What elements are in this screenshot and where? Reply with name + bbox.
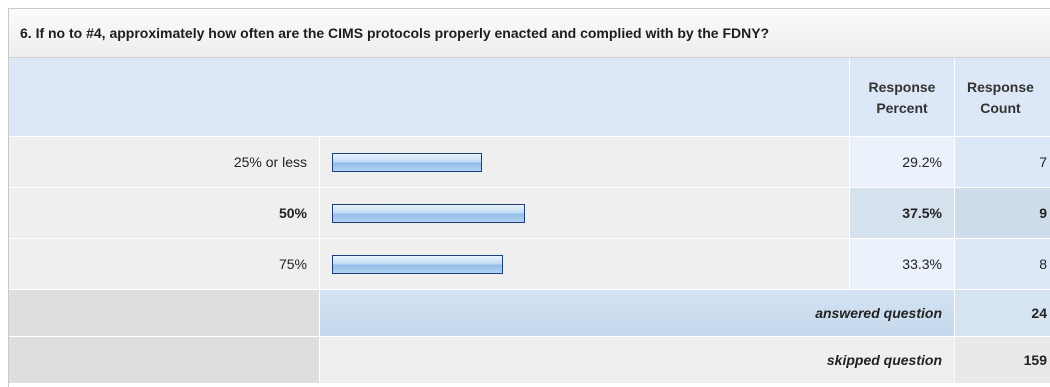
response-bar <box>332 153 482 172</box>
answer-row: 75% 33.3% 8 <box>9 239 1050 290</box>
response-count-header-label: Response Count <box>967 78 1034 116</box>
response-percent: 37.5% <box>849 188 954 238</box>
answered-question-row: answered question 24 <box>9 290 1050 337</box>
response-count: 7 <box>954 137 1050 187</box>
response-count: 9 <box>954 188 1050 238</box>
answer-label: 50% <box>9 188 319 238</box>
summary-spacer <box>9 290 319 336</box>
answer-label: 75% <box>9 239 319 289</box>
response-percent: 29.2% <box>849 137 954 187</box>
response-bar <box>332 204 525 223</box>
response-percent: 33.3% <box>849 239 954 289</box>
question-title-row: 6. If no to #4, approximately how often … <box>9 9 1050 58</box>
summary-spacer <box>9 337 319 383</box>
answer-row: 50% 37.5% 9 <box>9 188 1050 239</box>
survey-question-panel: 6. If no to #4, approximately how often … <box>8 8 1050 387</box>
skipped-question-label: skipped question <box>319 337 954 383</box>
bar-cell <box>319 137 849 187</box>
answered-question-value: 24 <box>954 290 1050 336</box>
answered-question-label: answered question <box>319 290 954 336</box>
question-title: 6. If no to #4, approximately how often … <box>20 25 770 41</box>
response-percent-header: Response Percent <box>849 58 954 137</box>
skipped-question-value: 159 <box>954 337 1050 383</box>
response-count-header: Response Count <box>954 58 1050 137</box>
response-count: 8 <box>954 239 1050 289</box>
response-bar <box>332 255 503 274</box>
answer-label: 25% or less <box>9 137 319 187</box>
bar-cell <box>319 239 849 289</box>
bar-cell <box>319 188 849 238</box>
column-header-row: Response Percent Response Count <box>9 58 1050 137</box>
answer-row: 25% or less 29.2% 7 <box>9 137 1050 188</box>
skipped-question-row: skipped question 159 <box>9 337 1050 384</box>
response-percent-header-label: Response Percent <box>868 78 936 116</box>
